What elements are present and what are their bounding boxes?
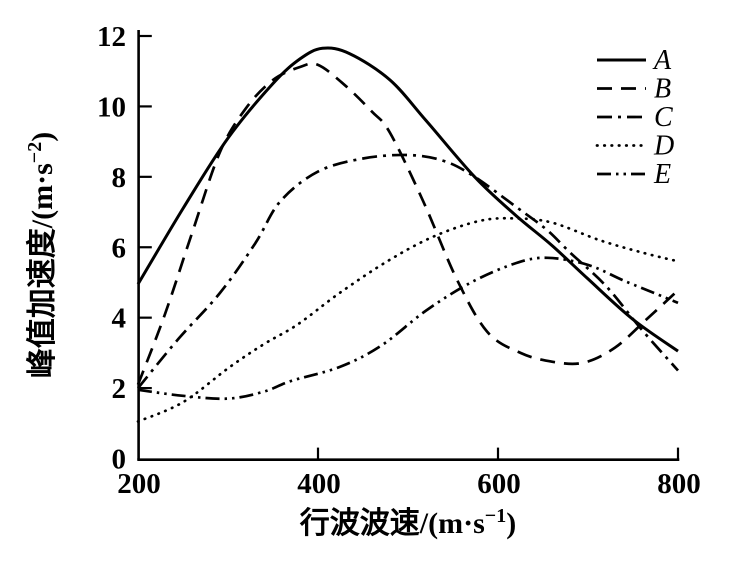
legend-label-E: E <box>653 159 671 190</box>
x-axis-label: 行波波速/(m·s−1) <box>299 505 516 540</box>
x-axis-label-close: ) <box>506 507 516 540</box>
y-tick-label-8: 8 <box>112 162 127 194</box>
y-axis-label: 峰值加速度/(m·s−2) <box>24 132 59 378</box>
x-tick-label-400: 400 <box>297 468 341 500</box>
x-tick-label-600: 600 <box>477 468 521 500</box>
x-axis-label-text: 行波波速/(m·s <box>299 507 485 540</box>
y-tick-label-12: 12 <box>97 21 126 53</box>
legend-label-C: C <box>654 102 673 133</box>
legend-row-D: D <box>595 131 674 162</box>
tick-labels: 0 2 4 6 8 10 12 200 400 600 800 <box>97 21 701 500</box>
legend-label-B: B <box>654 74 671 105</box>
legend-row-C: C <box>597 102 673 133</box>
legend-row-B: B <box>597 74 671 105</box>
y-tick-label-2: 2 <box>112 373 127 405</box>
y-axis-label-superscript: −2 <box>24 142 46 163</box>
x-tick-label-800: 800 <box>657 468 701 500</box>
series-line-D <box>136 216 680 423</box>
x-axis-label-superscript: −1 <box>485 505 506 527</box>
legend-label-A: A <box>652 45 672 76</box>
series-curves <box>136 46 680 423</box>
y-axis-label-close: ) <box>26 132 59 142</box>
series-line-A <box>136 46 679 353</box>
x-tick-label-200: 200 <box>117 468 161 500</box>
y-tick-label-0: 0 <box>112 444 127 476</box>
series-line-E <box>137 256 679 401</box>
series-line-C <box>136 153 680 389</box>
legend-row-A: A <box>597 45 672 76</box>
y-tick-label-10: 10 <box>97 91 126 123</box>
y-tick-label-6: 6 <box>112 232 127 264</box>
y-axis-label-text: 峰值加速度/(m·s <box>26 163 59 378</box>
y-tick-label-4: 4 <box>112 303 127 335</box>
legend-row-E: E <box>597 159 671 190</box>
series-line-B <box>136 62 679 386</box>
legend-label-D: D <box>653 131 674 162</box>
axes <box>137 30 680 462</box>
